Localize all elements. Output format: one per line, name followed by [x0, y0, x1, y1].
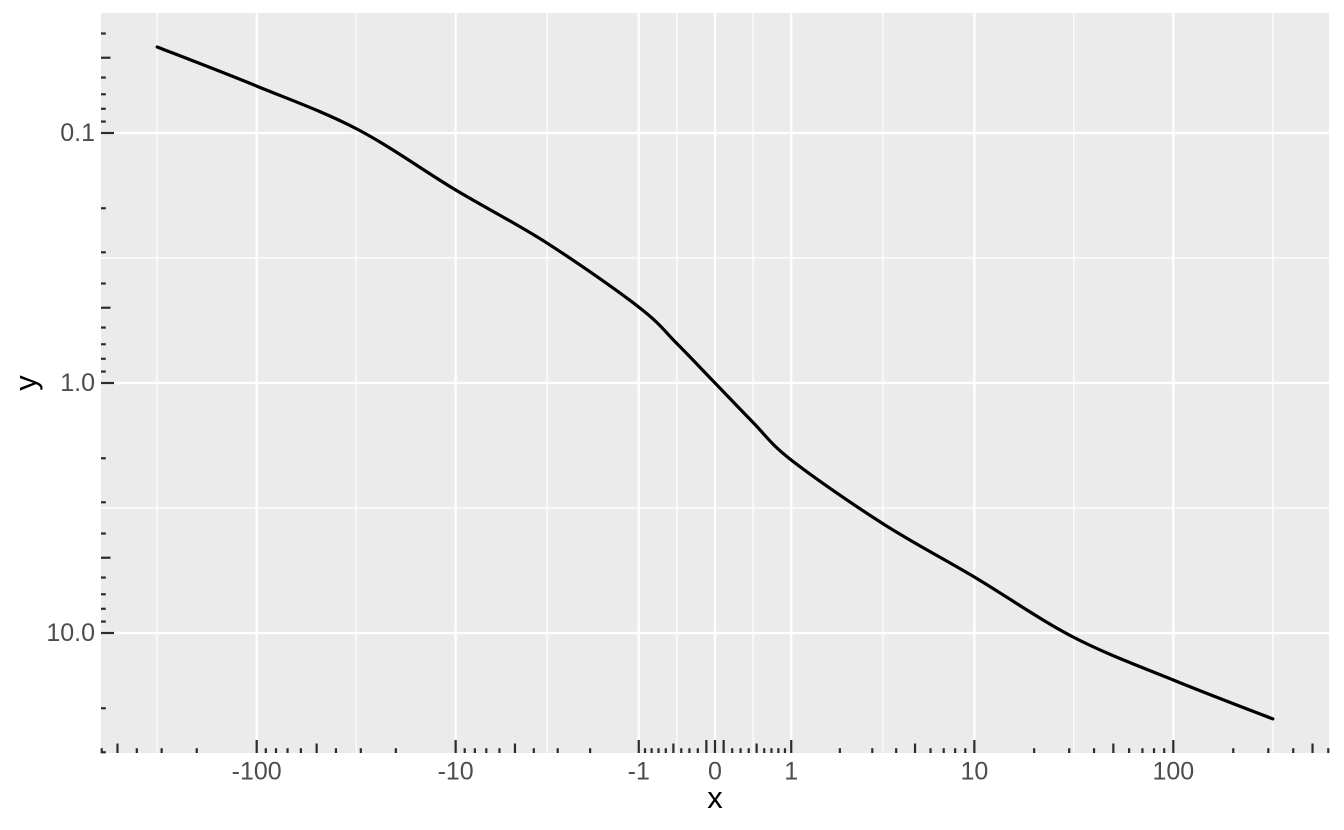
x-tick-label: 10	[960, 758, 988, 786]
x-tick-label: 0	[708, 758, 722, 786]
x-tick-label: -10	[438, 758, 474, 786]
x-tick-label: 100	[1152, 758, 1194, 786]
y-tick-label: 1.0	[60, 369, 95, 397]
log-tick-marks	[100, 32, 1330, 754]
y-tick-label: 10.0	[46, 619, 95, 647]
x-tick-label: -1	[628, 758, 650, 786]
x-tick-label: -100	[232, 758, 282, 786]
y-tick-label: 0.1	[60, 119, 95, 147]
curve-layer	[155, 45, 1275, 721]
x-tick-label: 1	[784, 758, 798, 786]
x-axis-title: x	[707, 780, 723, 815]
data-curve	[155, 45, 1275, 721]
y-axis-title: y	[8, 375, 43, 391]
